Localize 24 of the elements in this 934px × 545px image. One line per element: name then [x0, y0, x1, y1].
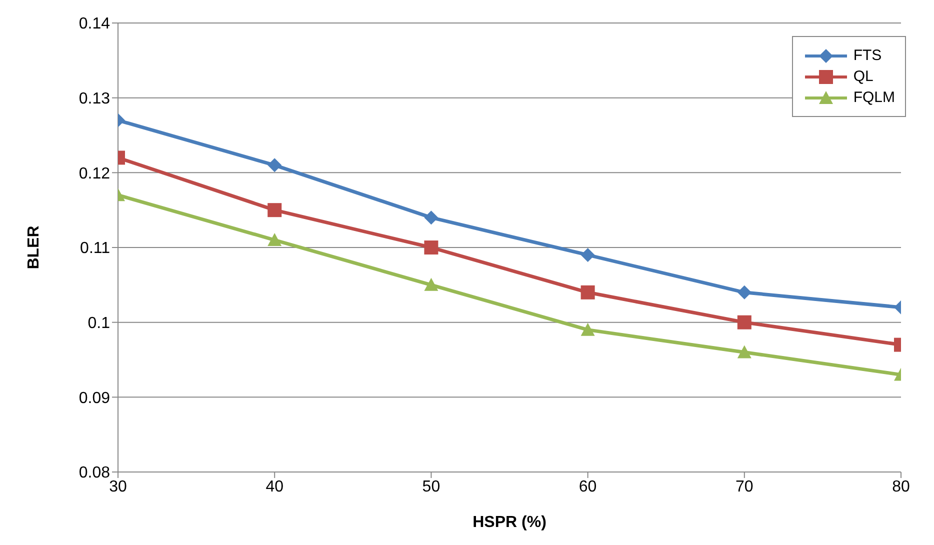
point: [580, 322, 595, 336]
point: [424, 210, 438, 225]
x-tick-label: 80: [892, 478, 910, 496]
y-axis-title: BLER: [26, 225, 43, 270]
y-tick-label: 0.11: [80, 240, 110, 258]
point: [424, 278, 438, 291]
y-tick-label: 0.08: [78, 464, 110, 482]
point: [580, 285, 595, 300]
x-tick-label: 40: [266, 478, 284, 496]
legend-label: QL: [853, 68, 874, 85]
y-tick-label: 0.13: [78, 90, 110, 108]
y-tick-label: 0.1: [88, 315, 110, 332]
legend-label: FQLM: [853, 89, 895, 106]
point: [424, 240, 438, 254]
point: [580, 248, 595, 262]
x-tick-label: 60: [578, 478, 597, 496]
x-axis-title: HSPR (%): [472, 514, 546, 531]
x-tick-label: 70: [736, 478, 754, 496]
y-tick-label: 0.14: [78, 16, 110, 33]
x-tick-label: 30: [109, 478, 127, 496]
y-tick-label: 0.09: [78, 390, 110, 407]
y-tick-label: 0.12: [78, 165, 110, 182]
legend-label: FTS: [853, 47, 882, 64]
x-tick-label: 50: [422, 478, 440, 496]
